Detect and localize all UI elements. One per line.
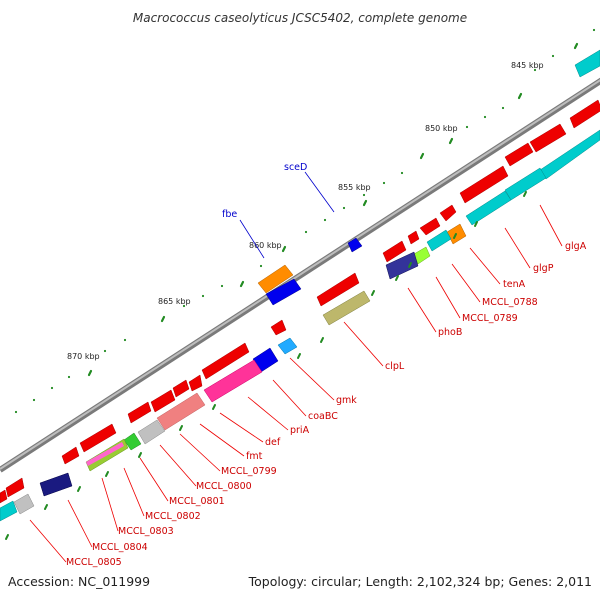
inner-ticks — [5, 191, 527, 540]
ruler-label-845: 845 kbp — [511, 61, 544, 70]
gene-label-MCCL_0788: MCCL_0788 — [482, 297, 538, 308]
gene-label-glgA: glgA — [565, 241, 587, 252]
gene-label-MCCL_0800: MCCL_0800 — [196, 481, 252, 492]
scale-ticks — [87, 42, 579, 377]
gene-label-MCCL_0803: MCCL_0803 — [118, 526, 174, 537]
outer-genes — [257, 237, 363, 306]
gene-label-fbe: fbe — [222, 209, 237, 220]
gene-label-gmk: gmk — [336, 395, 357, 406]
ruler-label-855: 855 kbp — [338, 183, 371, 192]
ruler-label-850: 850 kbp — [425, 124, 458, 133]
gene-label-coaBC: coaBC — [308, 411, 338, 422]
cyan-gene-845 — [574, 49, 600, 78]
gene-label-MCCL_0801: MCCL_0801 — [169, 496, 225, 507]
topology-summary: Topology: circular; Length: 2,102,324 bp… — [248, 574, 592, 589]
gene-label-MCCL_0799: MCCL_0799 — [221, 466, 277, 477]
gene-label-MCCL_0804: MCCL_0804 — [92, 542, 148, 553]
gene-label-MCCL_0802: MCCL_0802 — [145, 511, 201, 522]
scale-dots — [14, 28, 596, 414]
genome-backbone-highlight — [0, 79, 600, 470]
ruler-label-865: 865 kbp — [158, 297, 191, 306]
ruler-label-860: 860 kbp — [249, 241, 282, 250]
leader-lines — [29, 204, 563, 563]
leader-lines-blue — [239, 171, 335, 259]
gene-label-priA: priA — [290, 425, 310, 436]
gene-label-tenA: tenA — [503, 279, 526, 290]
forward-genes — [0, 99, 600, 504]
gene-label-MCCL_0789: MCCL_0789 — [462, 313, 518, 324]
gene-label-phoB: phoB — [438, 327, 462, 338]
colored-genes — [0, 49, 600, 522]
gene-label-clpL: clpL — [385, 361, 405, 372]
gene-label-MCCL_0805: MCCL_0805 — [66, 557, 122, 568]
gene-label-sceD: sceD — [284, 162, 307, 173]
gene-label-fmt: fmt — [246, 451, 263, 462]
accession-text: Accession: NC_011999 — [8, 574, 150, 589]
ruler-label-870: 870 kbp — [67, 352, 100, 361]
map-title: Macrococcus caseolyticus JCSC5402, compl… — [133, 11, 467, 25]
gene-label-def: def — [265, 437, 281, 448]
gene-label-glgP: glgP — [533, 263, 554, 274]
